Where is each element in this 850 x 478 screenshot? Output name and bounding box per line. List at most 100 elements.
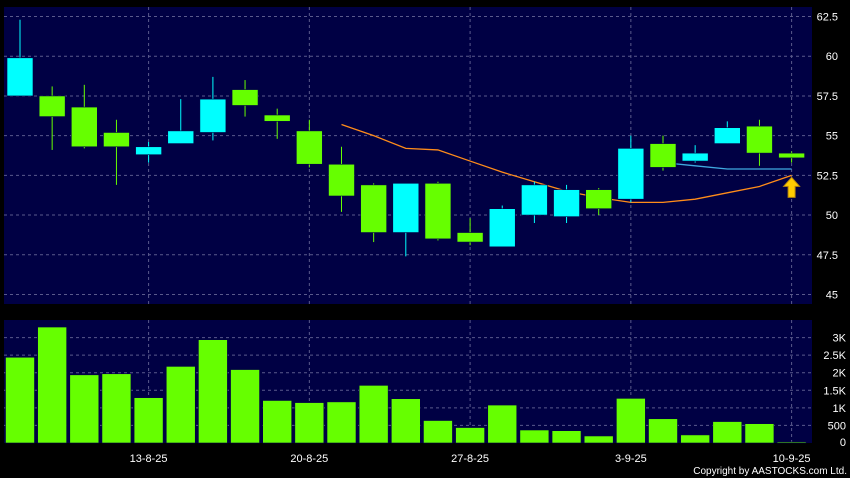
date-tick-label: 3-9-25: [615, 453, 647, 465]
volume-bar: [326, 401, 357, 444]
candle: [360, 183, 387, 243]
candle: [167, 99, 195, 144]
candle: [521, 181, 548, 223]
candle-body: [103, 132, 130, 148]
date-tick-label: 10-9-25: [773, 453, 811, 465]
candle: [231, 80, 259, 117]
price-tick-label: 45: [826, 289, 838, 301]
candle: [424, 181, 452, 241]
candle: [649, 135, 677, 171]
volume-bar: [101, 373, 132, 444]
latest-price-arrow-icon: [782, 176, 801, 198]
candle-body: [71, 106, 98, 148]
volume-bar: [487, 404, 518, 444]
price-axis-ticks: 45 47.5 50 52.5 55 57.5 60 62.5: [817, 12, 838, 302]
volume-bar: [423, 420, 453, 444]
volume-bar: [744, 423, 775, 444]
date-tick-label: 13-8-25: [130, 453, 168, 465]
volume-bar: [616, 398, 646, 444]
date-tick-label: 27-8-25: [451, 453, 489, 465]
candle: [199, 76, 227, 141]
candle-body: [38, 95, 66, 117]
up-arrow-shape: [782, 176, 801, 198]
price-grid: [4, 7, 812, 304]
candle-body: [746, 125, 773, 154]
candle: [456, 218, 484, 246]
price-tick-label: 62.5: [817, 12, 838, 24]
date-axis-ticks: 13-8-25 20-8-25 27-8-25 3-9-25 10-9-25: [130, 453, 811, 465]
volume-tick-label: 1K: [833, 403, 847, 415]
volume-bar: [390, 398, 421, 444]
volume-bar: [5, 356, 35, 444]
price-tick-label: 52.5: [817, 170, 838, 182]
candle-body: [617, 148, 645, 200]
candlesticks: [6, 19, 805, 257]
price-tick-label: 57.5: [817, 91, 838, 103]
volume-bar: [165, 366, 196, 444]
volume-bar: [712, 421, 743, 444]
volume-tick-label: 2K: [833, 368, 847, 380]
candle-body: [424, 182, 452, 240]
copyright-text: Copyright by AASTOCKS.com Ltd.: [693, 466, 847, 477]
moving-average-blue-line: [662, 162, 792, 170]
price-tick-label: 50: [826, 210, 838, 222]
candle-body: [488, 208, 516, 248]
candle: [6, 19, 34, 97]
candle: [71, 84, 98, 149]
candle-body: [328, 163, 355, 197]
volume-bar: [551, 430, 582, 444]
volume-bar: [648, 418, 678, 444]
candle-body: [6, 57, 34, 97]
volume-bar: [133, 397, 164, 444]
volume-bar: [583, 435, 614, 444]
date-tick-label: 20-8-25: [290, 453, 328, 465]
candle: [617, 135, 645, 203]
candle: [135, 142, 162, 163]
price-tick-label: 47.5: [817, 250, 838, 262]
volume-bar: [37, 326, 67, 444]
candle: [263, 108, 291, 139]
candle-body: [231, 89, 259, 106]
volume-bar: [69, 374, 100, 444]
candle-body: [199, 98, 227, 133]
volume-tick-label: 1.5K: [823, 385, 846, 397]
volume-axis-ticks: 0 500 1K 1.5K 2K 2.5K 3K: [823, 333, 846, 449]
volume-tick-label: 3K: [833, 333, 847, 345]
volume-bar: [198, 339, 228, 444]
candle: [713, 121, 741, 144]
volume-bar: [230, 369, 260, 444]
candle-body: [263, 114, 291, 122]
volume-bar: [519, 429, 550, 444]
candle: [38, 86, 66, 150]
candle-body: [167, 130, 195, 144]
candle-body: [135, 146, 162, 156]
candle: [296, 119, 323, 168]
candle-body: [521, 184, 548, 216]
price-tick-label: 60: [826, 51, 838, 63]
candle: [681, 145, 709, 163]
price-tick-label: 55: [826, 131, 838, 143]
volume-bar: [680, 434, 710, 444]
volume-tick-label: 500: [828, 420, 846, 432]
candle-body: [553, 189, 580, 217]
candle-body: [456, 232, 484, 243]
candle-body: [585, 189, 613, 210]
volume-bar: [262, 400, 293, 444]
candle: [746, 119, 773, 166]
candle-body: [778, 152, 805, 159]
candle-body: [649, 143, 677, 168]
candle: [103, 119, 130, 185]
candle: [778, 151, 805, 163]
volume-bar: [358, 385, 389, 444]
candle-body: [681, 152, 709, 162]
candle: [488, 205, 516, 248]
volume-bars: [5, 326, 807, 444]
candle: [328, 146, 355, 212]
volume-bar: [455, 427, 485, 444]
candle: [553, 184, 580, 223]
candle-body: [296, 130, 323, 165]
volume-tick-label: 2.5K: [823, 350, 846, 362]
candle: [392, 182, 420, 257]
volume-bar: [776, 441, 807, 444]
